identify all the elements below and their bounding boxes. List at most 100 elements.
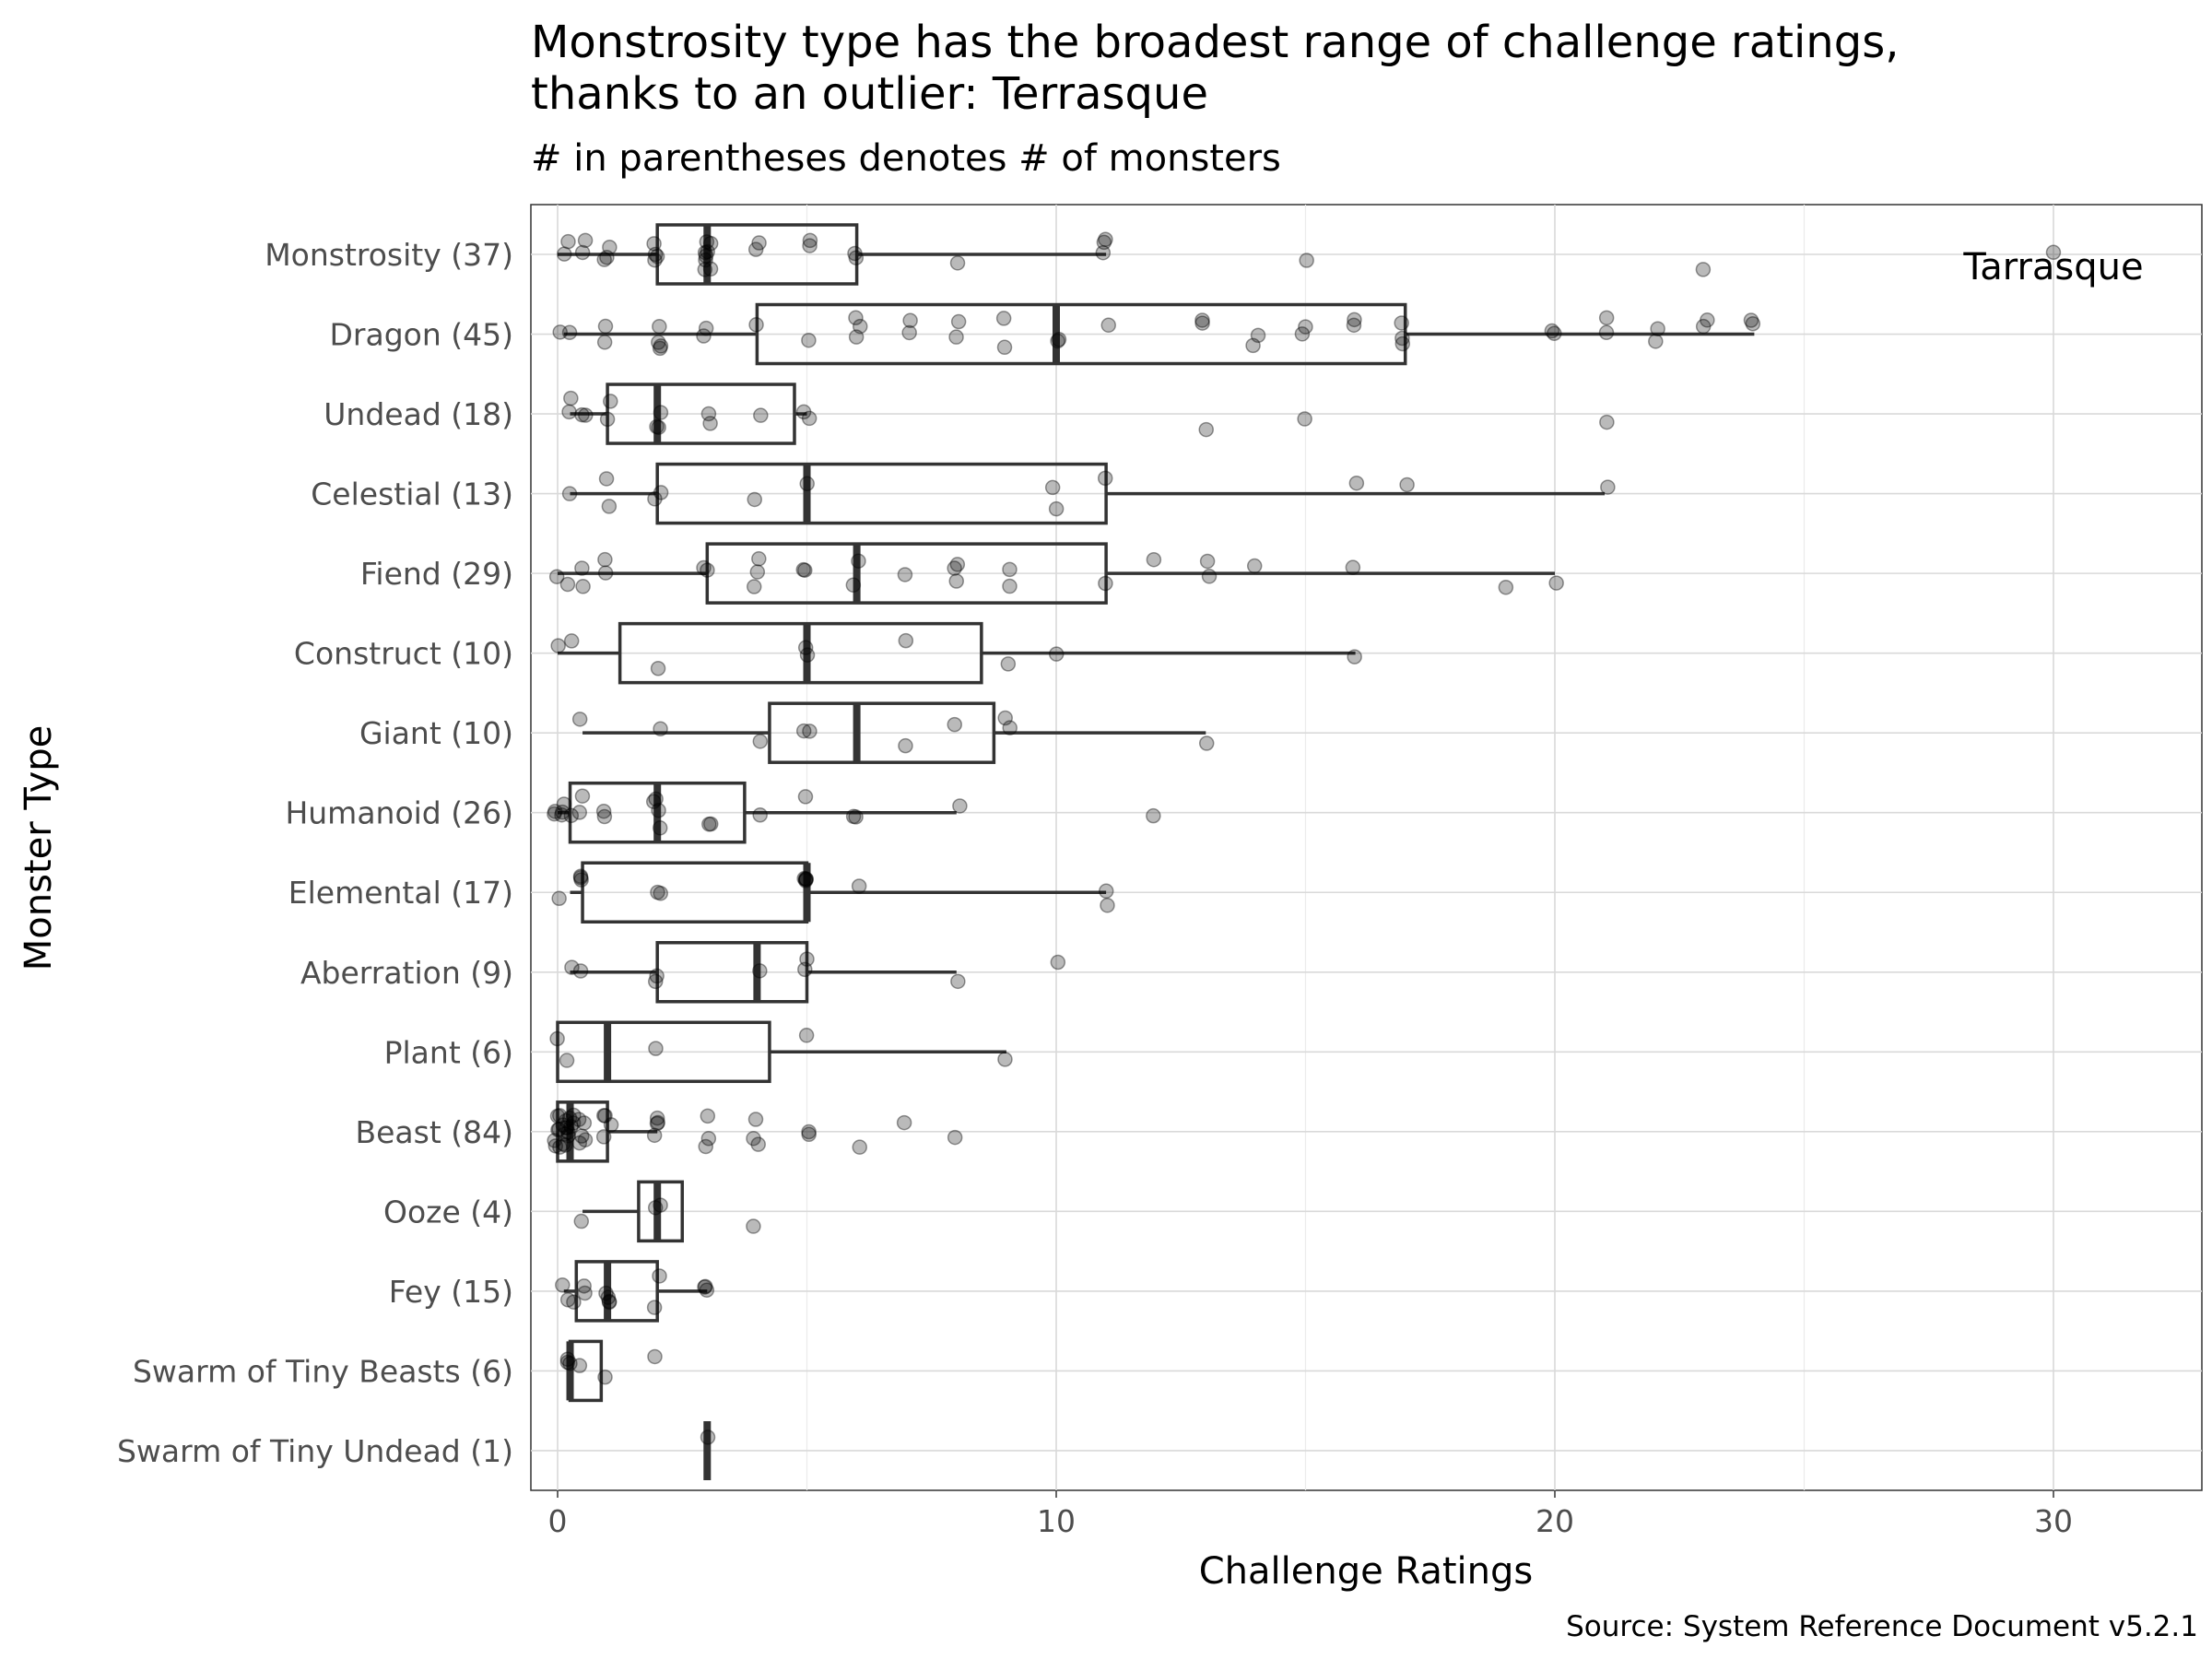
data-point [559,576,576,593]
data-point [573,1213,590,1230]
data-point [647,1200,664,1216]
data-point [1096,234,1112,251]
data-point [647,1348,663,1365]
data-point [1245,337,1261,354]
x-tick-labels: 0 10 20 30 [548,1490,2073,1539]
y-tick-label: Plant (6) [384,1034,513,1070]
data-point [801,332,817,348]
data-point [547,806,562,822]
data-point [574,788,591,804]
data-point [1394,335,1411,352]
box-group [570,462,1606,525]
data-point [752,734,769,749]
data-point [795,404,812,420]
box-group [582,1180,684,1243]
data-point [595,1129,612,1145]
data-point [563,633,580,649]
box-group [563,302,1755,366]
data-point [597,551,613,568]
data-point [560,233,576,250]
data-point [555,1135,571,1152]
data-point [653,1197,668,1213]
y-tick-label: Construct (10) [294,636,513,672]
data-point [599,249,615,265]
data-point [647,246,664,263]
data-point [2045,244,2062,261]
data-point [649,248,665,265]
data-point [700,1108,716,1124]
data-point [1548,575,1564,591]
data-point [1700,312,1715,328]
data-point [796,870,812,887]
box-group [570,941,957,1004]
data-point [651,419,666,435]
plot-panel [530,204,2203,1491]
data-point [1146,807,1161,824]
data-point [566,1294,582,1310]
data-point [555,1277,571,1293]
data-point [1345,559,1361,575]
data-point [898,737,913,754]
data-point [650,661,666,677]
box [655,223,859,286]
data-point [746,579,762,594]
data-point [571,1112,587,1127]
data-point [603,394,618,409]
data-point [702,416,718,431]
box [655,941,809,1004]
data-point [797,961,813,978]
y-tick-label: Swarm of Tiny Beasts (6) [133,1353,513,1389]
data-point [799,647,816,663]
data-point [847,245,863,262]
data-point [1297,411,1312,427]
box [556,1100,609,1163]
data-point [552,1139,568,1155]
data-point [851,878,867,894]
data-point [1648,334,1664,349]
data-point [577,1132,594,1147]
data-point [703,816,719,832]
y-tick-label: Undead (18) [324,396,513,432]
data-point [1201,569,1218,584]
box [556,1020,771,1084]
data-point [646,236,662,252]
data-point [700,243,715,260]
data-point [699,1282,715,1299]
data-point [1050,954,1066,971]
y-tick-label: Celestial (13) [311,477,513,512]
data-point [702,261,719,277]
caption: Source: System Reference Document v5.2.1 [1566,1610,2198,1643]
data-point [801,410,818,427]
data-point [647,252,663,268]
data-point [648,1041,664,1056]
data-point [651,803,666,818]
y-tick-label: Beast (84) [355,1114,513,1150]
data-point [550,1122,566,1138]
box-group [556,1020,1006,1084]
data-point [801,1126,817,1143]
data-point [851,553,866,569]
data-point [1294,326,1311,342]
data-point [948,329,964,345]
box-group [558,542,1555,605]
data-point [599,411,616,428]
data-point [1299,253,1314,268]
x-tick-label: 10 [1037,1503,1076,1539]
data-point [948,573,964,589]
y-tick-labels: Monstrosity (37) Dragon (45) Undead (18) Ce… [117,237,513,1469]
data-point [1598,324,1615,341]
data-point [560,1124,576,1140]
data-point [562,1356,578,1371]
data-point [1194,312,1210,328]
data-point [596,335,613,350]
data-point [653,721,668,737]
data-point [1100,317,1116,334]
data-point [1394,315,1409,331]
data-point [1097,470,1113,487]
data-point [949,557,966,572]
data-point [577,1285,593,1301]
data-point [848,809,864,825]
chart-title-line-2: thanks to an outlier: Terrasque [531,68,1208,120]
data-point [550,638,566,653]
box-group [563,1260,708,1323]
